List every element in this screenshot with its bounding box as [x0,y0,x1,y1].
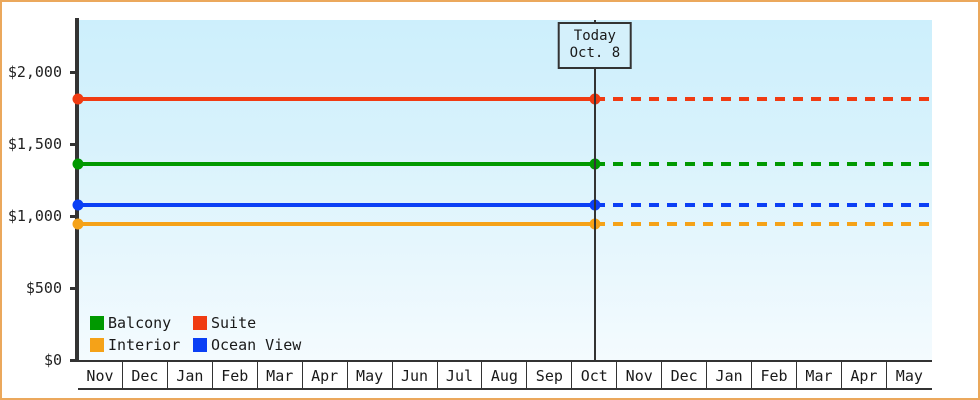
series-line-solid-interior [78,222,595,227]
today-annotation-line1: Today [573,28,616,44]
x-axis-month-cell[interactable]: Apr [842,362,887,390]
series-line-forecast-interior [594,222,932,227]
legend-label: Balcony [108,314,172,332]
legend-label: Interior [108,336,181,354]
y-axis-tick [70,287,79,290]
x-axis-month-cell[interactable]: Dec [123,362,168,390]
series-line-forecast-ocean-view [594,203,932,208]
chart-legend: Balcony Suite Interior Ocean View [90,312,301,356]
y-axis-tick-label: $500 [25,279,62,297]
y-axis-line [75,18,79,362]
x-axis-month-cell[interactable]: Nov [617,362,663,390]
series-marker-balcony [72,158,84,170]
y-axis-tick-label: $1,500 [7,135,62,153]
series-line-solid-balcony [78,162,595,167]
series-marker-interior [72,218,84,230]
x-axis-month-cell[interactable]: Feb [752,362,797,390]
x-axis-month-cell[interactable]: Sep [527,362,573,390]
x-axis-month-cell[interactable]: May [895,367,923,385]
legend-entry[interactable]: Interior [90,336,193,354]
legend-label: Suite [211,314,257,332]
x-axis-month-cell[interactable]: Oct [572,362,618,390]
x-axis-month-cell[interactable]: Nov [78,362,123,390]
legend-entry[interactable]: Balcony [90,314,193,332]
plot-area [78,20,932,360]
x-axis-month-cell[interactable]: Mar [258,362,303,390]
legend-entry[interactable]: Suite [193,314,301,332]
x-axis-month-cell[interactable]: May [348,362,393,390]
x-axis-month-cell[interactable]: Jun [393,362,438,390]
series-line-forecast-balcony [594,162,932,167]
series-line-forecast-suite [594,96,932,101]
legend-label: Ocean View [211,336,302,354]
y-axis-tick [70,215,79,218]
legend-swatch-icon [90,316,104,330]
y-axis-tick [70,359,79,362]
legend-swatch-icon [193,338,207,352]
y-axis-tick-label: $2,000 [7,63,62,81]
series-marker-ocean-view [72,199,84,211]
today-annotation-line2: Oct. 8 [569,45,621,61]
x-axis-month-labels: Nov Dec Jan Feb Mar Apr May Jun Jul Aug Sep Oct Nov D… [78,360,932,390]
legend-swatch-icon [193,316,207,330]
x-axis-month-cell[interactable]: Feb [213,362,258,390]
x-axis-month-cell[interactable]: Aug [482,362,528,390]
series-line-solid-ocean-view [78,203,595,208]
y-axis-tick-label: $1,000 [7,207,62,225]
today-annotation-box: Today Oct. 8 [557,22,633,69]
y-axis-tick-label: $0 [43,351,62,369]
x-axis-month-cell[interactable]: Dec [662,362,708,390]
x-axis-month-cell[interactable]: Apr [303,362,348,390]
legend-entry[interactable]: Ocean View [193,336,301,354]
x-axis-month-cell[interactable]: Mar [797,362,842,390]
x-axis-month-cell[interactable]: Jan [707,362,753,390]
y-axis-tick [70,143,79,146]
legend-swatch-icon [90,338,104,352]
series-line-solid-suite [78,96,595,101]
x-axis-month-cell[interactable]: Jan [168,362,213,390]
x-axis-month-cell[interactable]: Jul [438,362,483,390]
series-marker-suite [72,93,84,105]
y-axis-tick [70,71,79,74]
today-vertical-line [593,20,596,360]
